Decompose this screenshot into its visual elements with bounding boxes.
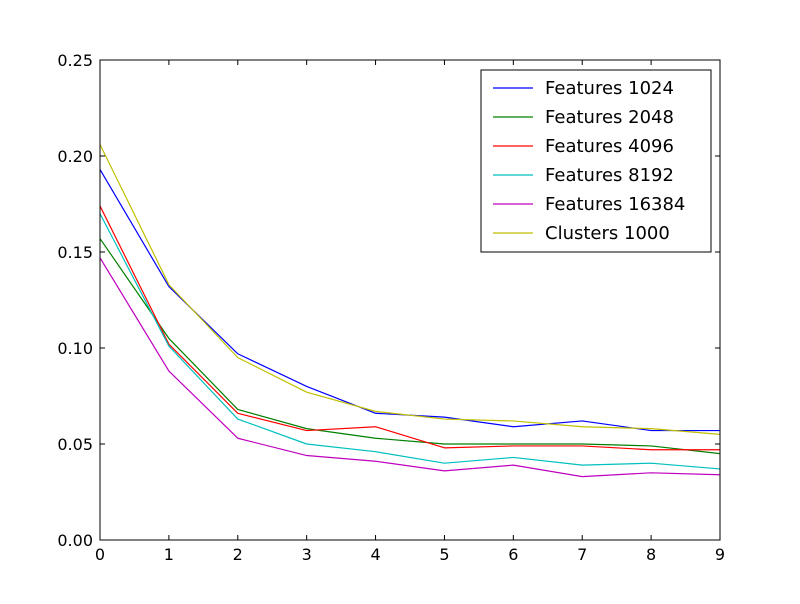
x-tick-label: 7 (577, 545, 587, 564)
legend-label-3: Features 8192 (545, 165, 674, 186)
x-tick-label: 5 (439, 545, 449, 564)
legend-box (480, 69, 712, 253)
x-tick-label: 6 (508, 545, 518, 564)
x-tick-label: 3 (302, 545, 312, 564)
y-axis-ticks: 0.00 0.05 0.10 0.15 0.20 0.25 (57, 51, 720, 550)
x-axis-ticks: 0 1 2 3 4 5 6 7 8 9 (95, 60, 725, 564)
series-line-1 (99, 238, 721, 455)
legend-label-4: Features 16384 (545, 194, 685, 215)
y-tick-label: 0.15 (57, 243, 93, 262)
legend-label-2: Features 4096 (545, 136, 674, 157)
y-tick-label: 0.10 (57, 339, 93, 358)
x-tick-label: 4 (370, 545, 380, 564)
y-tick-label: 0.25 (57, 51, 93, 70)
y-tick-label: 0.05 (57, 435, 93, 454)
legend-label-1: Features 2048 (545, 107, 674, 128)
legend-label-0: Features 1024 (545, 78, 674, 99)
x-tick-label: 0 (95, 545, 105, 564)
series-line-2 (99, 205, 720, 451)
plot-frame (99, 59, 721, 541)
axes-frame (99, 59, 721, 541)
series-line-5 (99, 144, 721, 435)
series-line-3 (99, 213, 721, 470)
y-tick-label: 0.00 (57, 531, 93, 550)
x-tick-label: 8 (646, 545, 656, 564)
legend: Features 1024 Features 2048 Features 4096 F… (480, 69, 712, 253)
legend-label-5: Clusters 1000 (545, 223, 670, 244)
x-tick-label: 9 (715, 545, 725, 564)
series-line-4 (99, 257, 721, 478)
plot-lines (99, 144, 721, 478)
x-tick-label: 2 (233, 545, 243, 564)
y-tick-label: 0.20 (57, 147, 93, 166)
x-tick-label: 1 (164, 545, 174, 564)
